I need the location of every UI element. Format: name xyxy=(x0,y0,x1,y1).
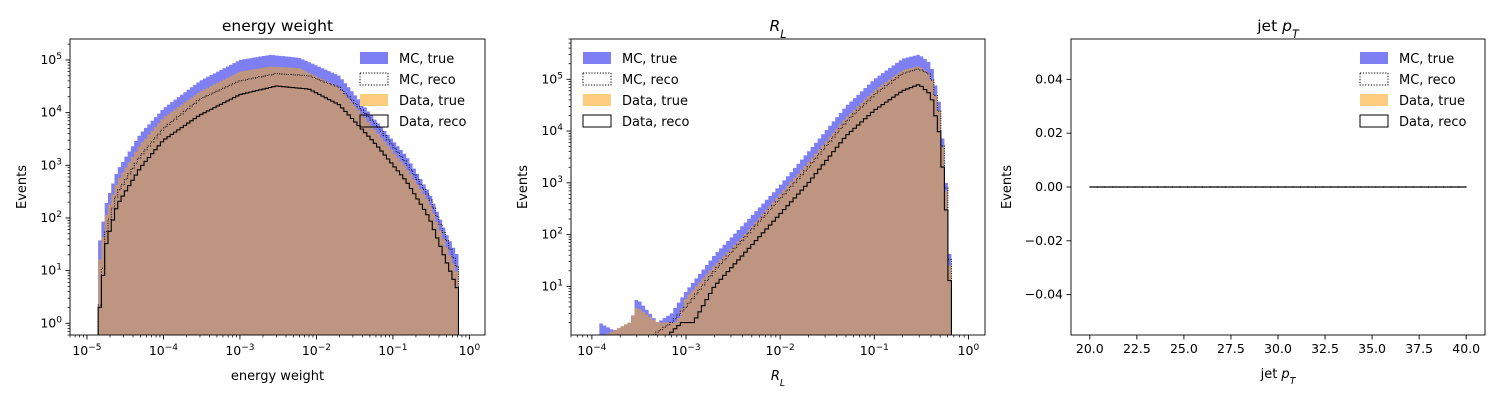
x-tick-label: 22.5 xyxy=(1123,341,1151,356)
y-tick-label: 104 xyxy=(541,123,563,138)
x-tick-label: 10−2 xyxy=(766,343,795,358)
y-tick-label: 101 xyxy=(40,263,62,278)
x-axis-label: energy weight xyxy=(231,369,324,384)
x-tick-label: 32.5 xyxy=(1311,341,1339,356)
y-tick-label: 101 xyxy=(541,278,563,293)
y-tick-label: 104 xyxy=(40,105,62,120)
y-tick-label: 0.04 xyxy=(1035,71,1063,86)
x-tick-label: 100 xyxy=(958,343,980,358)
y-tick-label: 102 xyxy=(40,210,62,225)
legend-label: MC, true xyxy=(1399,52,1454,67)
legend-label: MC, reco xyxy=(622,73,679,88)
legend-label: MC, reco xyxy=(399,73,456,88)
y-tick-label: 103 xyxy=(40,157,62,172)
legend-swatch xyxy=(360,52,388,64)
legend-swatch xyxy=(583,94,611,106)
series-data-true-bars xyxy=(606,66,952,335)
legend: MC, true MC, reco Data, true Data, reco xyxy=(582,52,690,130)
legend-swatch xyxy=(359,114,389,128)
x-tick-label: 30.0 xyxy=(1264,341,1292,356)
legend-swatch xyxy=(1359,72,1389,86)
plot-area xyxy=(599,54,952,335)
legend-swatch xyxy=(582,72,612,86)
y-axis-label: Events xyxy=(1000,165,1015,209)
legend: MC, true MC, reco Data, true Data, reco xyxy=(359,52,467,130)
chart-title: RL xyxy=(770,17,787,41)
x-tick-label: 10−3 xyxy=(671,343,700,358)
x-tick-label: 10−4 xyxy=(577,343,606,358)
legend-swatch xyxy=(359,72,389,86)
y-tick-label: 105 xyxy=(40,52,62,67)
legend-swatch xyxy=(582,114,612,128)
y-tick-label: 0.00 xyxy=(1035,179,1063,194)
series-data-reco-step xyxy=(97,85,460,335)
y-tick-label: 102 xyxy=(541,227,563,242)
x-axis-label: RL xyxy=(771,369,785,389)
x-tick-label: 100 xyxy=(459,343,481,358)
legend-label: Data, true xyxy=(399,94,465,109)
legend-label: Data, reco xyxy=(1399,115,1467,130)
x-tick-label: 35.0 xyxy=(1358,341,1386,356)
legend-swatch xyxy=(1359,114,1389,128)
y-tick-label: −0.04 xyxy=(1025,287,1063,302)
legend-label: MC, true xyxy=(399,52,454,67)
x-tick-label: 10−1 xyxy=(378,343,407,358)
y-tick-label: 105 xyxy=(541,71,563,86)
series-mc-reco-step xyxy=(97,73,459,335)
legend-label: MC, reco xyxy=(1399,73,1456,88)
y-tick-label: 103 xyxy=(541,175,563,190)
x-tick-label: 10−5 xyxy=(72,343,101,358)
y-axis-label: Events xyxy=(516,165,531,209)
x-tick-label: 27.5 xyxy=(1217,341,1245,356)
legend-swatch xyxy=(360,94,388,106)
y-tick-label: 100 xyxy=(40,315,62,330)
legend-label: Data, true xyxy=(622,94,688,109)
x-tick-label: 10−4 xyxy=(149,343,178,358)
chart-title: jet pT xyxy=(1256,17,1300,41)
series-mc-reco-step xyxy=(651,68,952,335)
chart-title: energy weight xyxy=(222,17,333,35)
legend-label: Data, true xyxy=(1399,94,1465,109)
y-tick-label: −0.02 xyxy=(1025,233,1063,248)
x-tick-label: 10−1 xyxy=(860,343,889,358)
series-data-reco-step xyxy=(665,84,952,335)
x-tick-label: 10−2 xyxy=(302,343,331,358)
legend-swatch xyxy=(1360,94,1388,106)
y-tick-label: 0.02 xyxy=(1035,125,1063,140)
axes-frame xyxy=(570,38,986,336)
legend-swatch xyxy=(1360,52,1388,64)
x-tick-label: 37.5 xyxy=(1405,341,1433,356)
legend-label: Data, reco xyxy=(622,115,690,130)
legend-label: Data, reco xyxy=(399,115,467,130)
x-tick-label: 25.0 xyxy=(1170,341,1198,356)
y-axis-label: Events xyxy=(15,165,30,209)
x-tick-label: 40.0 xyxy=(1452,341,1480,356)
x-tick-label: 10−3 xyxy=(225,343,254,358)
x-tick-label: 20.0 xyxy=(1076,341,1104,356)
legend-swatch xyxy=(583,52,611,64)
plot-area xyxy=(97,54,460,335)
legend-label: MC, true xyxy=(622,52,677,67)
series-data-true-bars xyxy=(98,66,459,335)
axes-frame xyxy=(69,38,486,336)
legend: MC, true MC, reco Data, true Data, reco xyxy=(1359,52,1467,130)
x-axis-label: jet pT xyxy=(1260,367,1297,387)
